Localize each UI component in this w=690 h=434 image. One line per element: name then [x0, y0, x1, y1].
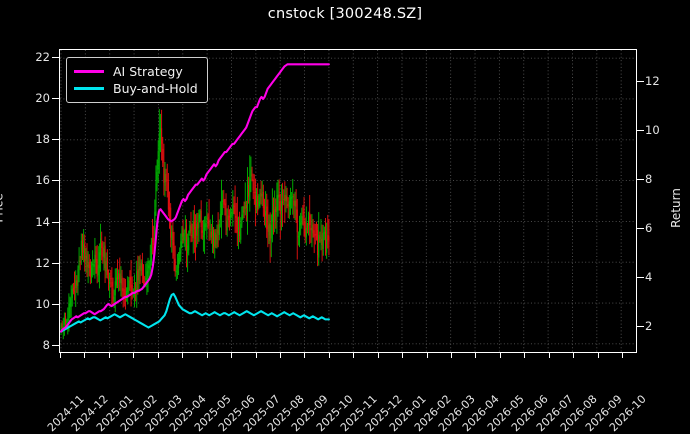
right-tick-mark — [637, 80, 644, 82]
x-tick-mark — [475, 353, 477, 358]
legend-item-ai-strategy: AI Strategy — [74, 63, 198, 80]
right-tick-mark — [637, 227, 644, 229]
x-tick-mark — [499, 353, 501, 358]
x-tick-mark — [133, 353, 135, 358]
x-tick-mark — [524, 353, 526, 358]
y-tick-label: 14 — [35, 214, 50, 229]
y-tick-mark — [52, 57, 59, 59]
right-tick-mark — [637, 277, 644, 278]
x-tick-mark — [60, 353, 61, 358]
y-tick-label: 16 — [35, 173, 50, 188]
right-tick-label: 10 — [645, 122, 660, 137]
x-tick-mark — [108, 353, 110, 358]
y-tick-label: 10 — [35, 296, 50, 311]
page-title: cnstock [300248.SZ] — [267, 6, 423, 22]
right-tick-mark — [637, 178, 644, 180]
y-tick-mark — [52, 262, 59, 264]
y-tick-mark — [52, 221, 59, 223]
chart-root: cnstock [300248.SZ] Price Return 8 10 12 14… — [0, 6, 683, 434]
right-tick-mark — [637, 129, 644, 131]
x-tick-mark — [182, 353, 184, 358]
data-series-layer — [60, 63, 330, 340]
x-tick-mark — [402, 353, 404, 358]
legend: AI Strategy Buy-and-Hold — [66, 57, 208, 103]
x-tick-mark — [157, 353, 159, 358]
legend-label-buy-and-hold: Buy-and-Hold — [113, 81, 198, 96]
y-tick-mark — [52, 303, 59, 305]
legend-swatch-ai-strategy — [74, 70, 104, 73]
x-tick-mark — [84, 353, 86, 358]
right-tick-label: 8 — [645, 171, 653, 186]
x-tick-mark — [304, 353, 306, 358]
right-tick-label: 2 — [645, 319, 653, 334]
legend-swatch-buy-and-hold — [74, 87, 104, 90]
x-tick-mark — [231, 353, 233, 358]
right-tick-label: 12 — [645, 73, 660, 88]
x-tick-mark — [353, 353, 355, 358]
y-tick-mark — [52, 139, 59, 141]
right-tick-mark — [637, 326, 644, 328]
y-tick-mark — [52, 98, 59, 100]
y-tick-label: 18 — [35, 132, 50, 147]
legend-label-ai-strategy: AI Strategy — [113, 64, 183, 79]
grid-lines — [60, 50, 636, 352]
y-tick-mark — [52, 344, 59, 346]
x-tick-mark — [377, 353, 379, 358]
y-tick-label: 22 — [35, 50, 50, 65]
y-tick-label: 20 — [35, 91, 50, 106]
x-tick-mark — [573, 353, 575, 358]
plot-area — [59, 49, 637, 353]
x-tick-mark — [255, 353, 257, 358]
x-tick-mark — [328, 353, 330, 358]
x-tick-mark — [597, 353, 599, 358]
y-tick-label: 8 — [42, 337, 50, 352]
x-tick-mark — [451, 353, 453, 358]
x-tick-mark — [622, 353, 624, 358]
y-tick-label: 12 — [35, 255, 50, 270]
right-tick-label: 4 — [645, 270, 653, 284]
right-tick-label: 6 — [645, 220, 653, 235]
legend-item-buy-and-hold: Buy-and-Hold — [74, 80, 198, 97]
x-tick-mark — [548, 353, 550, 358]
x-tick-mark — [426, 353, 428, 358]
x-tick-mark — [206, 353, 208, 358]
right-axis-label: Return — [668, 188, 683, 228]
y-tick-mark — [52, 180, 59, 182]
x-tick-mark — [279, 353, 281, 358]
